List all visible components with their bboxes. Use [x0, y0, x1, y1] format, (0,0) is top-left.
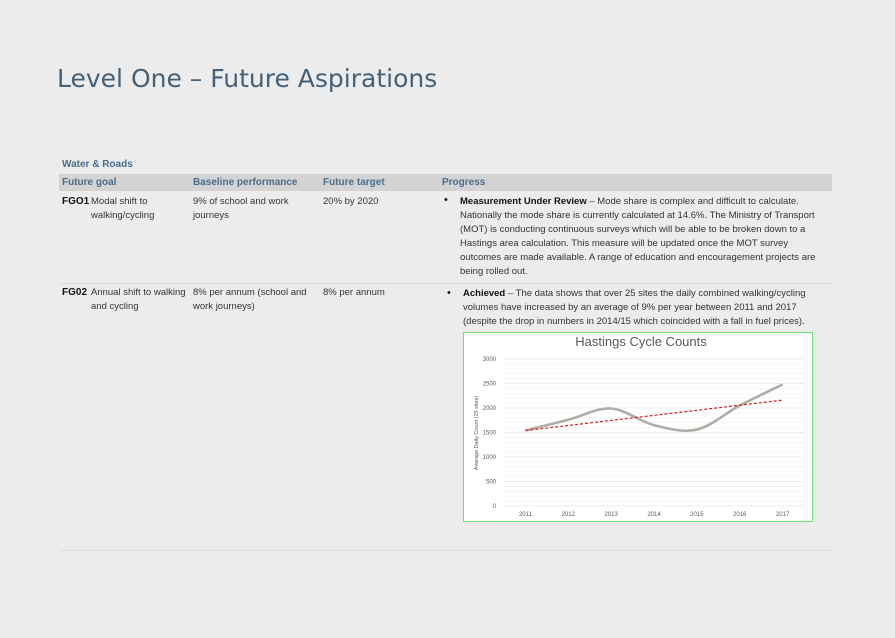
goal-code: FG02 — [62, 287, 88, 298]
table-bottom-border — [59, 550, 832, 551]
y-tick-label: 1000 — [483, 455, 497, 461]
row-divider — [59, 283, 832, 284]
cycle-count-chart: Hastings Cycle Counts Average Daily Coun… — [474, 334, 804, 518]
target-text: 20% by 2020 — [323, 196, 379, 207]
table-header: Future goal Baseline performance Future … — [59, 174, 832, 191]
progress-text: Achieved – The data shows that over 25 s… — [463, 287, 823, 329]
y-tick-label: 2500 — [483, 382, 497, 388]
bullet-icon: • — [447, 287, 451, 299]
header-progress: Progress — [442, 177, 486, 188]
goal-text: Annual shift to walking and cycling — [91, 287, 186, 312]
progress-text: Measurement Under Review – Mode share is… — [460, 195, 830, 279]
x-tick-label: 2013 — [604, 512, 618, 518]
y-tick-label: 0 — [493, 504, 497, 510]
y-tick-label: 2000 — [483, 406, 497, 412]
goal-text: Modal shift to walking/cycling — [91, 196, 155, 221]
page-title: Level One – Future Aspirations — [57, 64, 438, 93]
chart-frame: Hastings Cycle Counts Average Daily Coun… — [463, 332, 813, 522]
progress-status: Achieved — [463, 288, 506, 299]
x-tick-label: 2012 — [562, 512, 576, 518]
x-tick-label: 2016 — [733, 512, 747, 518]
y-tick-label: 3000 — [483, 357, 497, 363]
x-tick-label: 2014 — [647, 512, 661, 518]
x-tick-label: 2015 — [690, 512, 704, 518]
x-tick-label: 2017 — [776, 512, 790, 518]
bullet-icon: • — [444, 194, 448, 206]
y-axis-label: Average Daily Count (25 sites) — [474, 396, 480, 471]
chart-title: Hastings Cycle Counts — [575, 334, 707, 349]
trend-line — [525, 399, 783, 432]
target-text: 8% per annum — [323, 287, 385, 298]
header-baseline: Baseline performance — [193, 177, 298, 188]
goal-code: FGO1 — [62, 196, 90, 207]
progress-status: Measurement Under Review — [460, 196, 587, 207]
progress-detail: – Mode share is complex and difficult to… — [460, 196, 816, 277]
section-heading: Water & Roads — [62, 159, 133, 170]
baseline-text: 8% per annum (school and work journeys) — [193, 287, 307, 312]
x-tick-label: 2011 — [519, 512, 533, 518]
baseline-text: 9% of school and work journeys — [193, 196, 289, 221]
progress-detail: – The data shows that over 25 sites the … — [463, 288, 806, 327]
series-line — [525, 383, 784, 433]
header-target: Future target — [323, 177, 385, 188]
y-tick-label: 1500 — [483, 431, 497, 437]
header-future-goal: Future goal — [62, 177, 117, 188]
y-tick-label: 500 — [486, 480, 497, 486]
